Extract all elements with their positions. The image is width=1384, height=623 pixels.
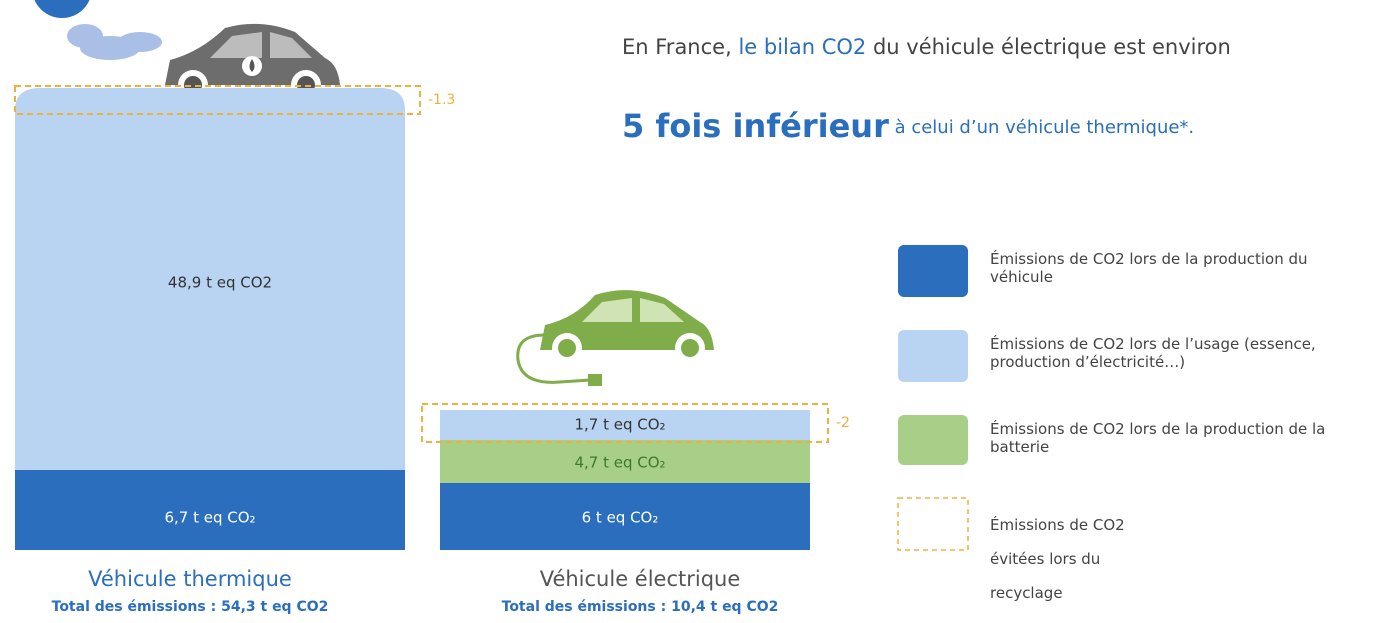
thermal-total: Total des émissions : 54,3 t eq CO2 bbox=[52, 599, 329, 615]
headline-rest: du véhicule électrique est environ bbox=[866, 35, 1231, 59]
legend-label: Émissions de CO2 évitées lors du recycla… bbox=[990, 516, 1125, 602]
thermal-usage-block bbox=[15, 88, 405, 550]
electric-usage-block bbox=[440, 410, 810, 440]
electric-recycling-box bbox=[421, 403, 829, 443]
electric-battery-block bbox=[440, 440, 810, 483]
legend-swatch bbox=[897, 497, 969, 551]
badge bbox=[34, 0, 90, 18]
electric-car bbox=[516, 290, 714, 386]
electric-usage: 1,7 t eq CO₂ bbox=[574, 416, 665, 434]
thermal-production-block bbox=[15, 470, 405, 550]
electric-recycling: -2 bbox=[836, 415, 850, 431]
legend-swatch bbox=[898, 415, 968, 465]
thermal-recycling-box bbox=[14, 85, 421, 115]
cloud bbox=[67, 24, 162, 60]
legend-label: Émissions de CO2 lors de l’usage (essenc… bbox=[990, 335, 1316, 371]
headline-conclusion: à celui d’un véhicule thermique*. bbox=[889, 117, 1194, 138]
thermal-recycling: -1.3 bbox=[428, 92, 455, 108]
headline-intro: En France, bbox=[622, 35, 738, 59]
headline-line1: En France, le bilan CO2 du véhicule élec… bbox=[622, 35, 1231, 59]
electric-production-block bbox=[440, 483, 810, 550]
legend-label: Émissions de CO2 lors de la production d… bbox=[990, 250, 1308, 286]
legend-label: Émissions de CO2 lors de la production d… bbox=[990, 420, 1326, 456]
electric-production: 6 t eq CO₂ bbox=[582, 509, 659, 527]
headline-highlight: le bilan CO2 bbox=[738, 35, 866, 59]
headline-line2: 5 fois inférieur à celui d’un véhicule t… bbox=[622, 107, 1194, 145]
legend-swatch bbox=[898, 245, 968, 297]
thermal-name: Véhicule thermique bbox=[88, 567, 292, 591]
electric-battery: 4,7 t eq CO₂ bbox=[574, 454, 665, 472]
thermal-production: 6,7 t eq CO₂ bbox=[164, 509, 255, 527]
thermal-usage: 48,9 t eq CO2 bbox=[168, 274, 272, 292]
headline-emphasis: 5 fois inférieur bbox=[622, 107, 889, 145]
legend-swatch bbox=[898, 330, 968, 382]
electric-name: Véhicule électrique bbox=[540, 567, 741, 591]
electric-total: Total des émissions : 10,4 t eq CO2 bbox=[502, 599, 779, 615]
